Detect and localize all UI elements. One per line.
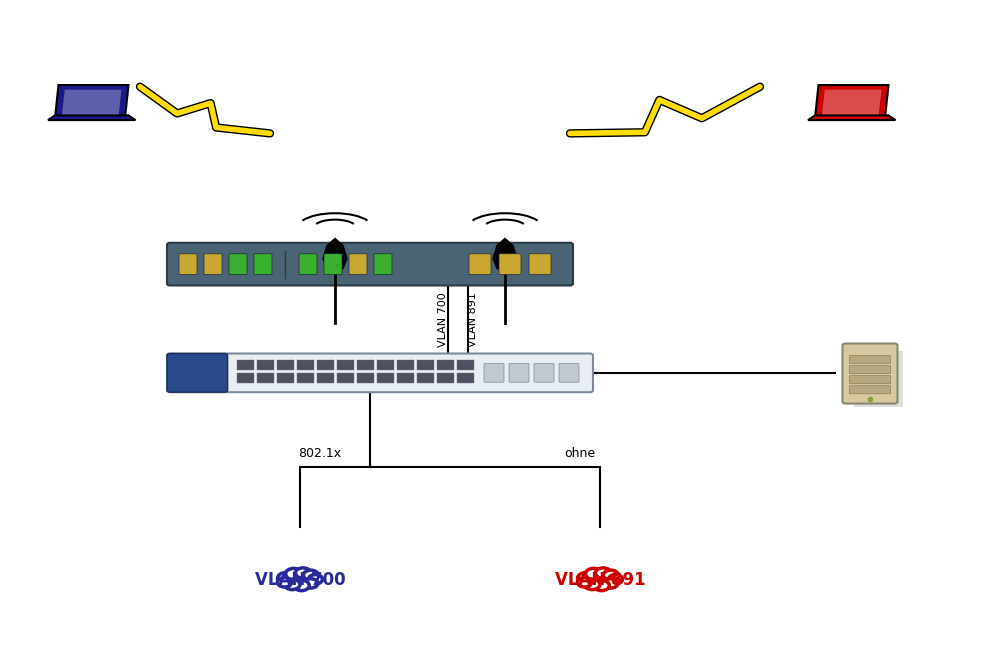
FancyBboxPatch shape — [534, 364, 554, 382]
Text: VLAN 700: VLAN 700 — [438, 292, 448, 347]
Circle shape — [585, 568, 602, 580]
Circle shape — [309, 574, 322, 584]
FancyBboxPatch shape — [374, 254, 392, 275]
Circle shape — [285, 568, 302, 580]
FancyBboxPatch shape — [509, 364, 529, 382]
FancyBboxPatch shape — [179, 254, 197, 275]
FancyBboxPatch shape — [499, 254, 521, 275]
FancyBboxPatch shape — [529, 254, 551, 275]
Bar — [377, 373, 394, 384]
Circle shape — [278, 578, 291, 587]
Bar — [277, 373, 294, 384]
FancyBboxPatch shape — [167, 243, 573, 285]
Polygon shape — [815, 85, 889, 117]
Circle shape — [594, 580, 609, 591]
Circle shape — [295, 568, 311, 578]
Polygon shape — [323, 238, 347, 271]
Bar — [457, 373, 474, 384]
Polygon shape — [278, 574, 320, 586]
FancyBboxPatch shape — [167, 354, 228, 392]
Bar — [397, 373, 414, 384]
Bar — [317, 360, 334, 370]
Circle shape — [578, 578, 591, 587]
Circle shape — [278, 572, 295, 584]
Circle shape — [294, 580, 309, 591]
FancyBboxPatch shape — [842, 344, 898, 404]
FancyBboxPatch shape — [204, 254, 222, 275]
FancyBboxPatch shape — [167, 354, 593, 392]
Text: VLAN 891: VLAN 891 — [555, 572, 645, 589]
Circle shape — [578, 572, 595, 584]
Circle shape — [584, 579, 600, 590]
Bar — [257, 360, 274, 370]
Circle shape — [303, 570, 318, 580]
FancyBboxPatch shape — [849, 386, 891, 394]
Bar — [297, 373, 314, 384]
Bar — [437, 360, 454, 370]
Polygon shape — [62, 90, 122, 115]
FancyBboxPatch shape — [854, 351, 903, 407]
Text: ohne: ohne — [564, 448, 596, 460]
FancyBboxPatch shape — [559, 364, 579, 382]
Polygon shape — [808, 115, 896, 120]
Bar — [237, 360, 254, 370]
FancyBboxPatch shape — [469, 254, 491, 275]
Circle shape — [609, 574, 622, 584]
Text: VLAN 700: VLAN 700 — [255, 572, 345, 589]
Polygon shape — [55, 85, 128, 117]
Bar — [297, 360, 314, 370]
Polygon shape — [822, 90, 882, 115]
Bar — [357, 373, 374, 384]
Polygon shape — [493, 238, 517, 271]
FancyBboxPatch shape — [299, 254, 317, 275]
Bar — [337, 360, 354, 370]
Circle shape — [604, 579, 618, 588]
Circle shape — [595, 568, 611, 578]
Bar — [277, 360, 294, 370]
Circle shape — [304, 579, 318, 588]
FancyBboxPatch shape — [324, 254, 342, 275]
Bar — [417, 360, 434, 370]
Bar — [437, 373, 454, 384]
Text: 802.1x: 802.1x — [298, 448, 342, 460]
FancyBboxPatch shape — [229, 254, 247, 275]
Bar — [337, 373, 354, 384]
Bar — [457, 360, 474, 370]
Polygon shape — [578, 574, 620, 586]
Bar — [377, 360, 394, 370]
Text: VLAN 891: VLAN 891 — [468, 292, 478, 347]
Bar — [257, 373, 274, 384]
Polygon shape — [48, 115, 136, 120]
FancyBboxPatch shape — [849, 366, 891, 374]
Bar — [317, 373, 334, 384]
FancyBboxPatch shape — [849, 356, 891, 364]
FancyBboxPatch shape — [849, 376, 891, 384]
Circle shape — [603, 570, 618, 580]
Bar — [237, 373, 254, 384]
FancyBboxPatch shape — [484, 364, 504, 382]
Bar — [417, 373, 434, 384]
FancyBboxPatch shape — [254, 254, 272, 275]
FancyBboxPatch shape — [349, 254, 367, 275]
Bar — [357, 360, 374, 370]
Circle shape — [285, 579, 300, 590]
Bar — [397, 360, 414, 370]
